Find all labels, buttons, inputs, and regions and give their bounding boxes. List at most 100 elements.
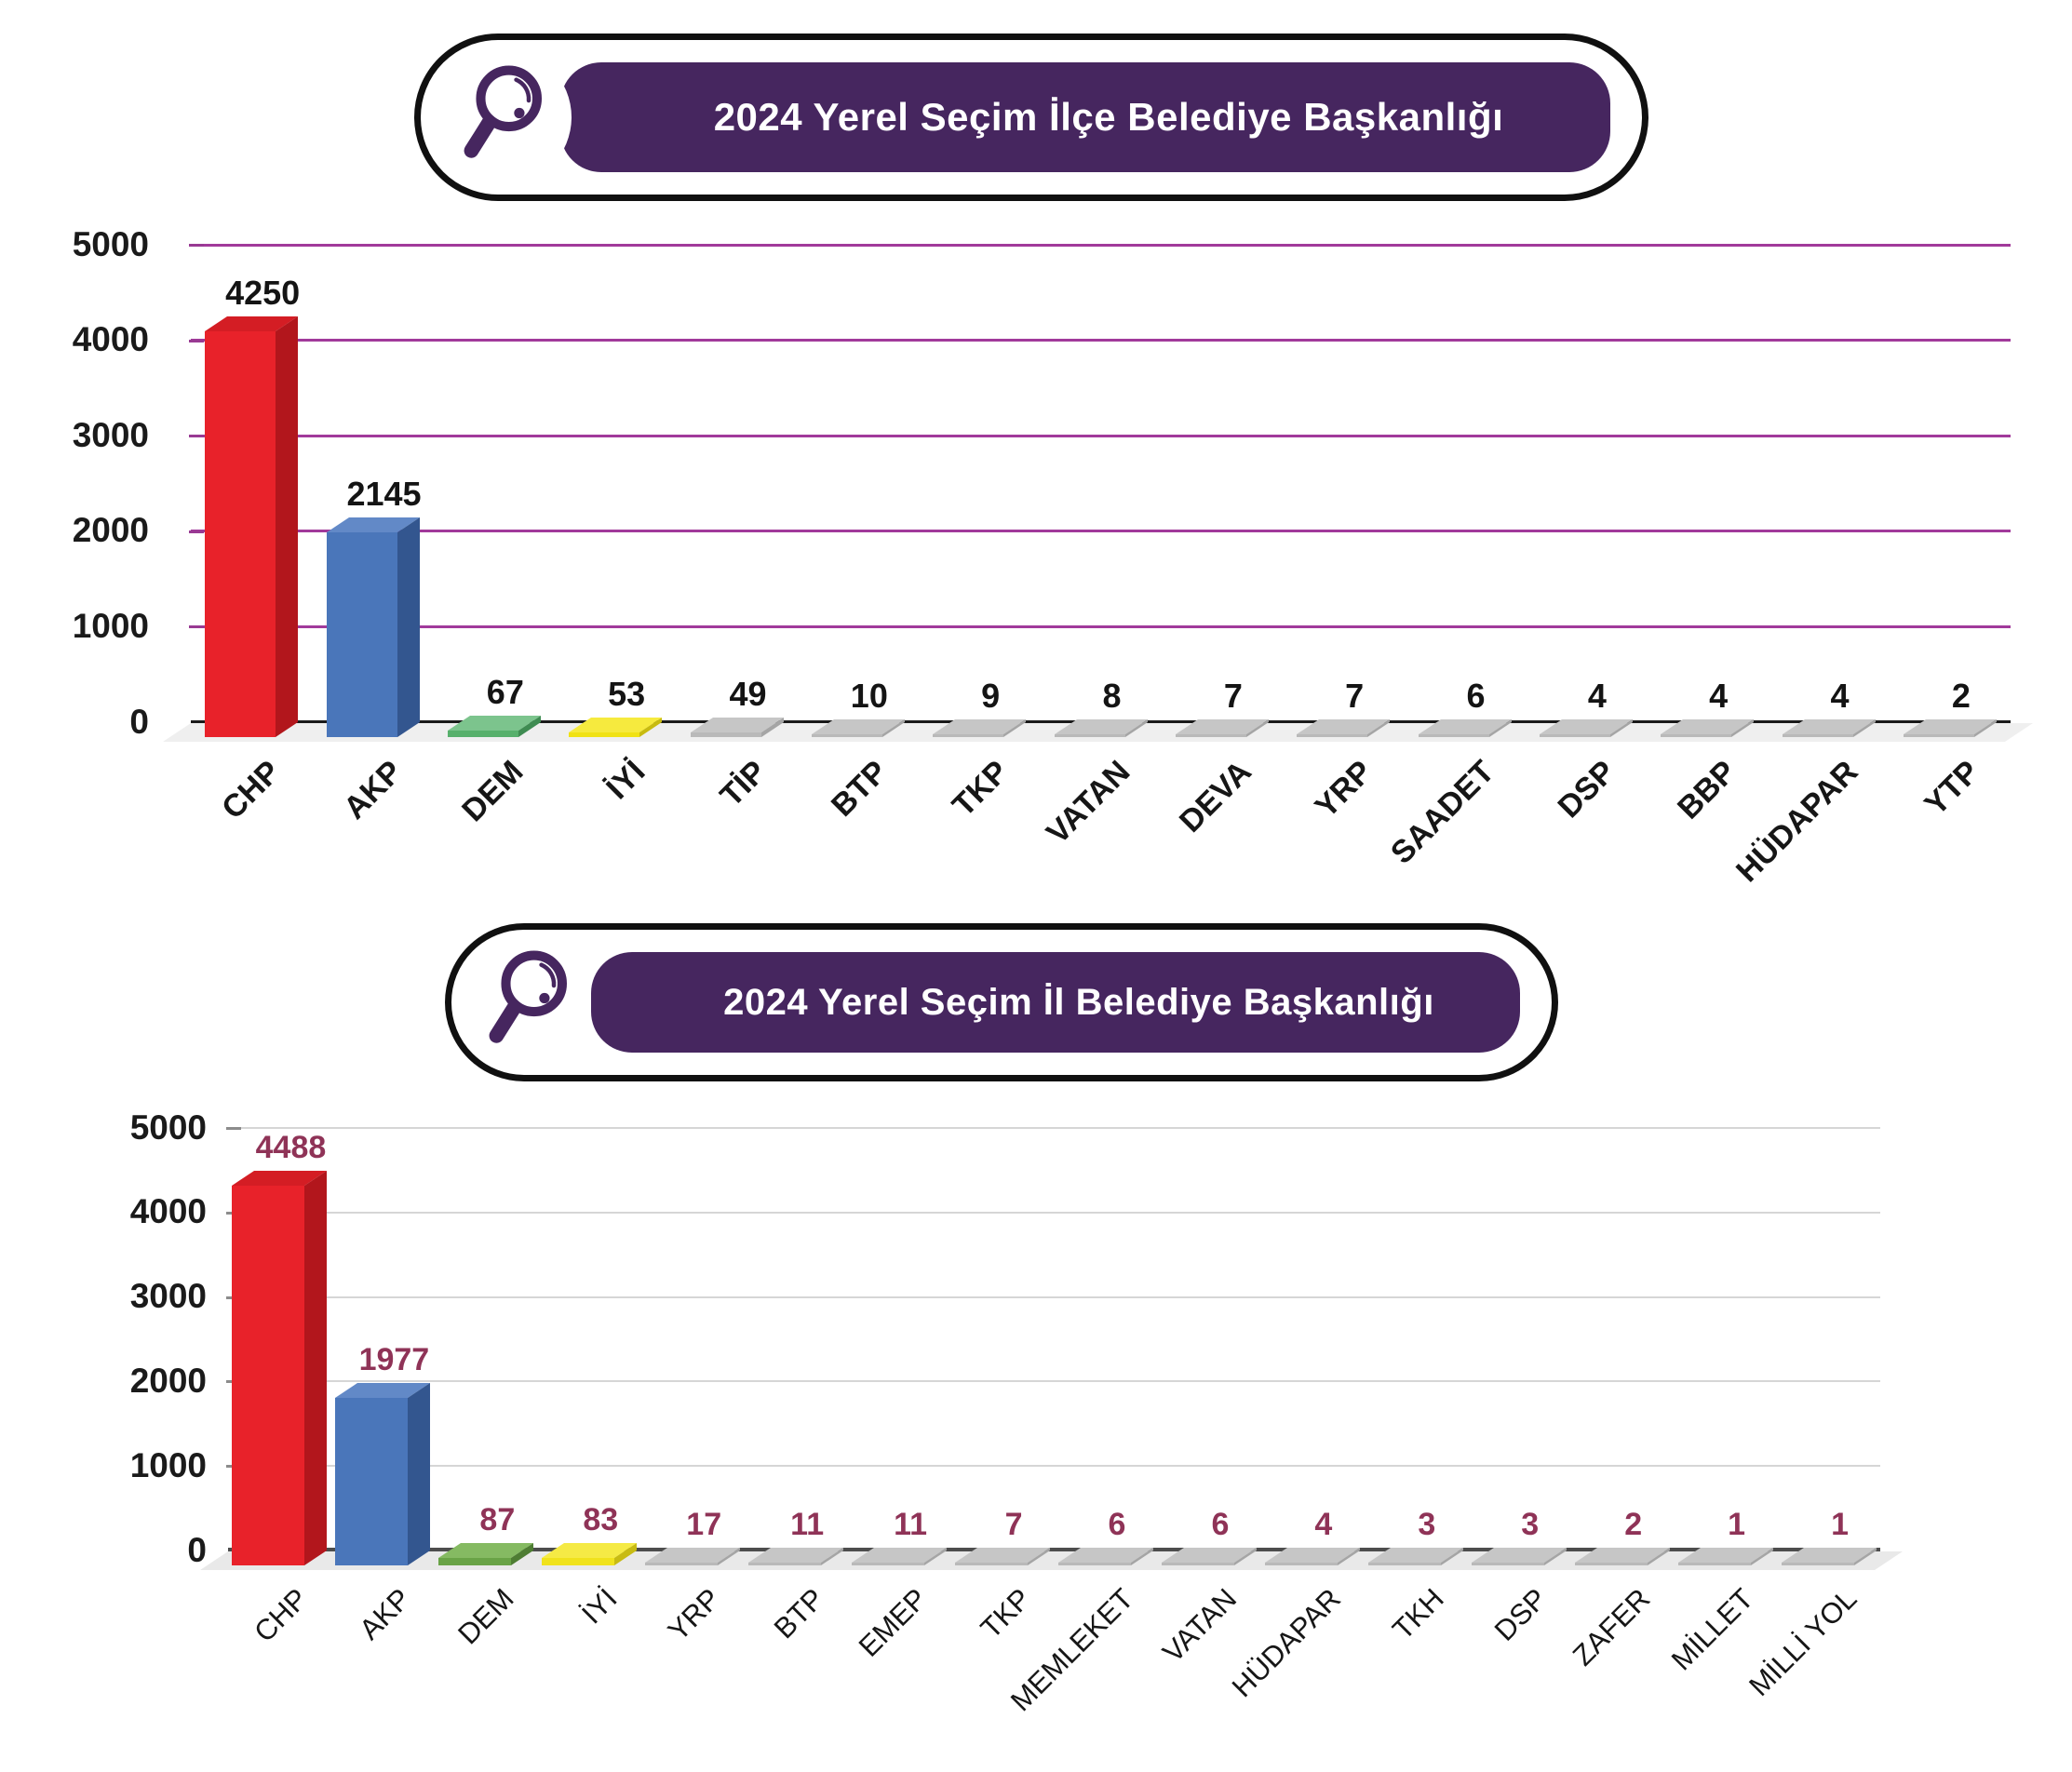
district-chart-title: 2024 Yerel Seçim İlçe Belediye Başkanlığ…	[713, 95, 1504, 139]
bar-TİP-front	[690, 732, 761, 737]
y-tick-5000	[189, 244, 204, 247]
y-tick-1000	[189, 625, 204, 629]
y-tick-label-5000: 5000	[129, 1108, 207, 1147]
value-label-AKP: 1977	[358, 1342, 430, 1378]
gridline-3000	[191, 434, 2011, 437]
value-label-DEVA: 7	[1223, 677, 1243, 715]
bar-MEMLEKET-front	[1057, 1563, 1131, 1565]
value-label-YTP: 2	[1951, 677, 1971, 715]
bar-TKP-front	[955, 1563, 1029, 1565]
x-label-CHP: CHP	[248, 1582, 315, 1649]
value-label-DSP: 3	[1521, 1507, 1540, 1542]
bar-BTP-front	[748, 1563, 822, 1565]
bar-HÜDAPAR-front	[1264, 1563, 1338, 1565]
value-label-İYİ: 53	[608, 674, 646, 713]
bar-YRP-front	[645, 1563, 719, 1565]
value-label-CHP: 4488	[255, 1130, 327, 1166]
value-label-YRP: 7	[1345, 677, 1365, 715]
x-label-VATAN: VATAN	[1156, 1582, 1244, 1669]
bar-CHP-front	[205, 330, 276, 737]
value-label-TKH: 3	[1418, 1507, 1436, 1542]
magnifier-icon	[489, 950, 567, 1043]
x-label-HÜDAPAR: HÜDAPAR	[1225, 1582, 1347, 1704]
x-label-MİLLİ YOL: MİLLİ YOL	[1742, 1582, 1863, 1703]
district-chart-title-bar: 2024 Yerel Seçim İlçe Belediye Başkanlığ…	[560, 62, 1610, 172]
magnifier-icon	[464, 65, 542, 158]
gridline-1000	[191, 624, 2011, 628]
x-label-İYİ: İYİ	[575, 1582, 625, 1631]
x-label-DEM: DEM	[451, 1582, 521, 1651]
value-label-İYİ: 83	[583, 1502, 619, 1538]
y-tick-3000	[189, 435, 204, 438]
x-label-TKH: TKH	[1385, 1582, 1450, 1646]
value-label-BTP: 10	[850, 677, 888, 715]
magnifier-icon-circle	[434, 48, 572, 186]
y-tick-4000	[189, 339, 204, 342]
value-label-TKP: 9	[981, 677, 1001, 715]
value-label-SAADET: 6	[1466, 677, 1486, 715]
bar-VATAN-front	[1054, 734, 1125, 737]
value-label-TKP: 7	[1004, 1507, 1023, 1542]
bar-MİLLİ YOL-front	[1781, 1563, 1854, 1565]
bar-AKP-front	[326, 531, 397, 737]
bar-CHP-front	[232, 1186, 305, 1565]
bar-EMEP-front	[852, 1563, 925, 1565]
bar-BBP-front	[1661, 734, 1732, 737]
y-tick-label-5000: 5000	[72, 224, 149, 263]
value-label-AKP: 2145	[346, 474, 422, 513]
gridline-1000	[228, 1465, 1880, 1468]
magnifier-icon-circle	[464, 939, 591, 1066]
bar-HÜDAPAR-front	[1782, 734, 1853, 737]
x-label-AKP: AKP	[353, 1582, 418, 1646]
bar-YTP-front	[1903, 734, 1974, 737]
value-label-BTP: 11	[790, 1507, 825, 1542]
value-label-DSP: 4	[1587, 677, 1607, 715]
value-label-MİLLİ YOL: 1	[1831, 1507, 1849, 1542]
bar-SAADET-front	[1418, 734, 1489, 737]
bar-AKP-front	[335, 1398, 409, 1565]
y-tick-label-2000: 2000	[72, 511, 149, 550]
gridline-2000	[228, 1380, 1880, 1383]
bar-DSP-front	[1471, 1563, 1544, 1565]
y-tick-label-3000: 3000	[129, 1277, 207, 1316]
bar-TKP-front	[933, 734, 1004, 737]
value-label-EMEP: 11	[894, 1507, 928, 1542]
y-tick-label-3000: 3000	[72, 415, 149, 454]
bar-VATAN-front	[1161, 1563, 1234, 1565]
y-tick-2000	[189, 530, 204, 533]
x-label-EMEP: EMEP	[852, 1582, 934, 1663]
value-label-DEM: 67	[486, 673, 524, 712]
gridline-2000	[191, 530, 2011, 533]
x-label-ZAFER: ZAFER	[1566, 1582, 1657, 1672]
x-label-YRP: YRP	[662, 1582, 727, 1647]
gridline-5000	[228, 1127, 1880, 1129]
bar-DEVA-front	[1175, 734, 1246, 737]
x-label-BTP: BTP	[767, 1582, 830, 1645]
bar-TKH-front	[1367, 1563, 1441, 1565]
province-chart-title-badge: 2024 Yerel Seçim İl Belediye Başkanlığı	[445, 923, 1558, 1081]
y-tick-label-4000: 4000	[72, 320, 149, 359]
value-label-VATAN: 6	[1211, 1507, 1230, 1542]
value-label-CHP: 4250	[225, 273, 301, 312]
bar-DSP-front	[1539, 734, 1610, 737]
value-label-TİP: 49	[729, 674, 767, 713]
bar-BTP-front	[811, 734, 882, 737]
y-tick-label-0: 0	[129, 702, 149, 741]
y-tick-label-0: 0	[187, 1530, 207, 1569]
district-chart-title-badge: 2024 Yerel Seçim İlçe Belediye Başkanlığ…	[414, 34, 1648, 201]
value-label-BBP: 4	[1709, 677, 1729, 715]
bar-İYİ-front	[569, 732, 640, 737]
y-tick-label-1000: 1000	[72, 606, 149, 645]
y-tick-5000	[226, 1127, 241, 1130]
x-label-TKP: TKP	[974, 1582, 1037, 1645]
bar-DEM-front	[447, 731, 518, 737]
gridline-5000	[191, 243, 2011, 247]
province-chart-title: 2024 Yerel Seçim İl Belediye Başkanlığı	[723, 981, 1434, 1023]
bar-DEM-front	[438, 1558, 512, 1565]
y-tick-label-1000: 1000	[129, 1445, 207, 1484]
value-label-HÜDAPAR: 4	[1314, 1507, 1333, 1542]
bar-İYİ-front	[542, 1558, 615, 1565]
